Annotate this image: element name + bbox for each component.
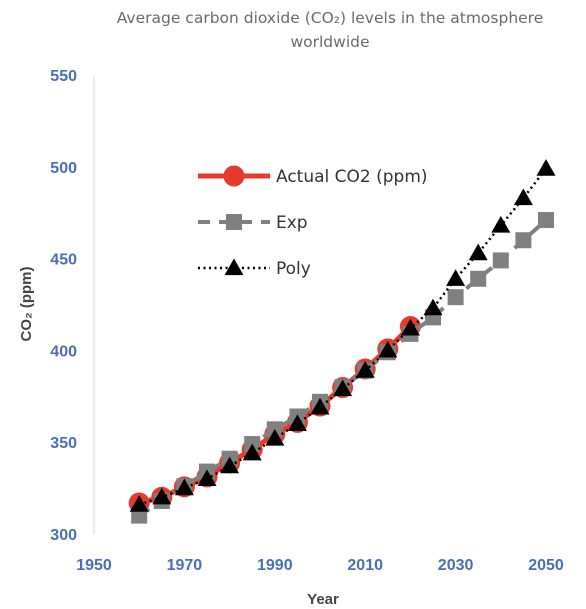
data-point-triangle (287, 414, 307, 431)
y-tick-label: 350 (50, 435, 77, 452)
data-point-triangle (378, 340, 398, 358)
series-line (138, 324, 413, 506)
y-tick-label: 400 (50, 343, 77, 360)
data-point-square (447, 289, 464, 306)
data-point-triangle (174, 478, 194, 496)
data-point-triangle (242, 443, 262, 461)
data-point-triangle (491, 216, 511, 233)
x-tick-label: 2050 (528, 557, 564, 574)
legend-marker-circle (223, 165, 245, 187)
data-point-square (492, 252, 509, 269)
data-point-square (515, 232, 532, 249)
series-circle (128, 316, 421, 514)
y-axis-title: CO₂ (ppm) (18, 267, 35, 342)
y-tick-label: 450 (50, 252, 77, 269)
y-tick-label: 300 (50, 527, 77, 544)
x-axis-title: Year (307, 591, 339, 608)
data-point-square (538, 212, 554, 229)
data-point-triangle (513, 188, 533, 206)
data-point-triangle (468, 243, 488, 261)
legend: Actual CO2 (ppm) Exp Poly (198, 165, 428, 279)
legend-item: Actual CO2 (ppm) (198, 165, 428, 187)
legend-marker-square (226, 214, 242, 230)
series-line (138, 167, 547, 506)
data-point-triangle (423, 298, 443, 316)
series-square (131, 212, 554, 524)
y-tick-label: 500 (50, 160, 77, 177)
data-point-triangle (333, 379, 353, 397)
data-point-triangle (129, 495, 149, 512)
data-point-triangle (220, 456, 240, 474)
data-point-triangle (197, 469, 217, 487)
series-triangle (129, 159, 556, 512)
chart-title-line-1: Average carbon dioxide (CO₂) levels in t… (116, 9, 544, 27)
x-tick-label: 1970 (167, 557, 203, 574)
data-point-triangle (265, 429, 285, 446)
data-point-triangle (536, 159, 556, 176)
legend-item: Exp (198, 213, 308, 233)
y-tick-labels: 300 350 400 450 500 550 (50, 68, 77, 544)
legend-marker-triangle (224, 258, 244, 276)
data-point-triangle (400, 318, 420, 336)
y-tick-label: 550 (50, 68, 77, 85)
series-layer (128, 159, 556, 524)
data-point-triangle (310, 397, 330, 415)
x-tick-label: 2010 (347, 557, 383, 574)
legend-item: Poly (198, 258, 311, 279)
data-point-triangle (446, 269, 466, 286)
chart-title-line-2: worldwide (290, 33, 370, 51)
x-tick-label: 1950 (76, 557, 112, 574)
legend-label: Exp (276, 213, 308, 233)
data-point-square (470, 270, 487, 287)
x-tick-labels: 1950 1970 1990 2010 2030 2050 (76, 557, 564, 574)
x-tick-label: 2030 (438, 557, 474, 574)
data-point-triangle (152, 487, 172, 505)
legend-label: Poly (276, 259, 311, 279)
data-point-triangle (355, 361, 375, 378)
legend-label: Actual CO2 (ppm) (276, 167, 428, 187)
x-tick-label: 1990 (257, 557, 293, 574)
